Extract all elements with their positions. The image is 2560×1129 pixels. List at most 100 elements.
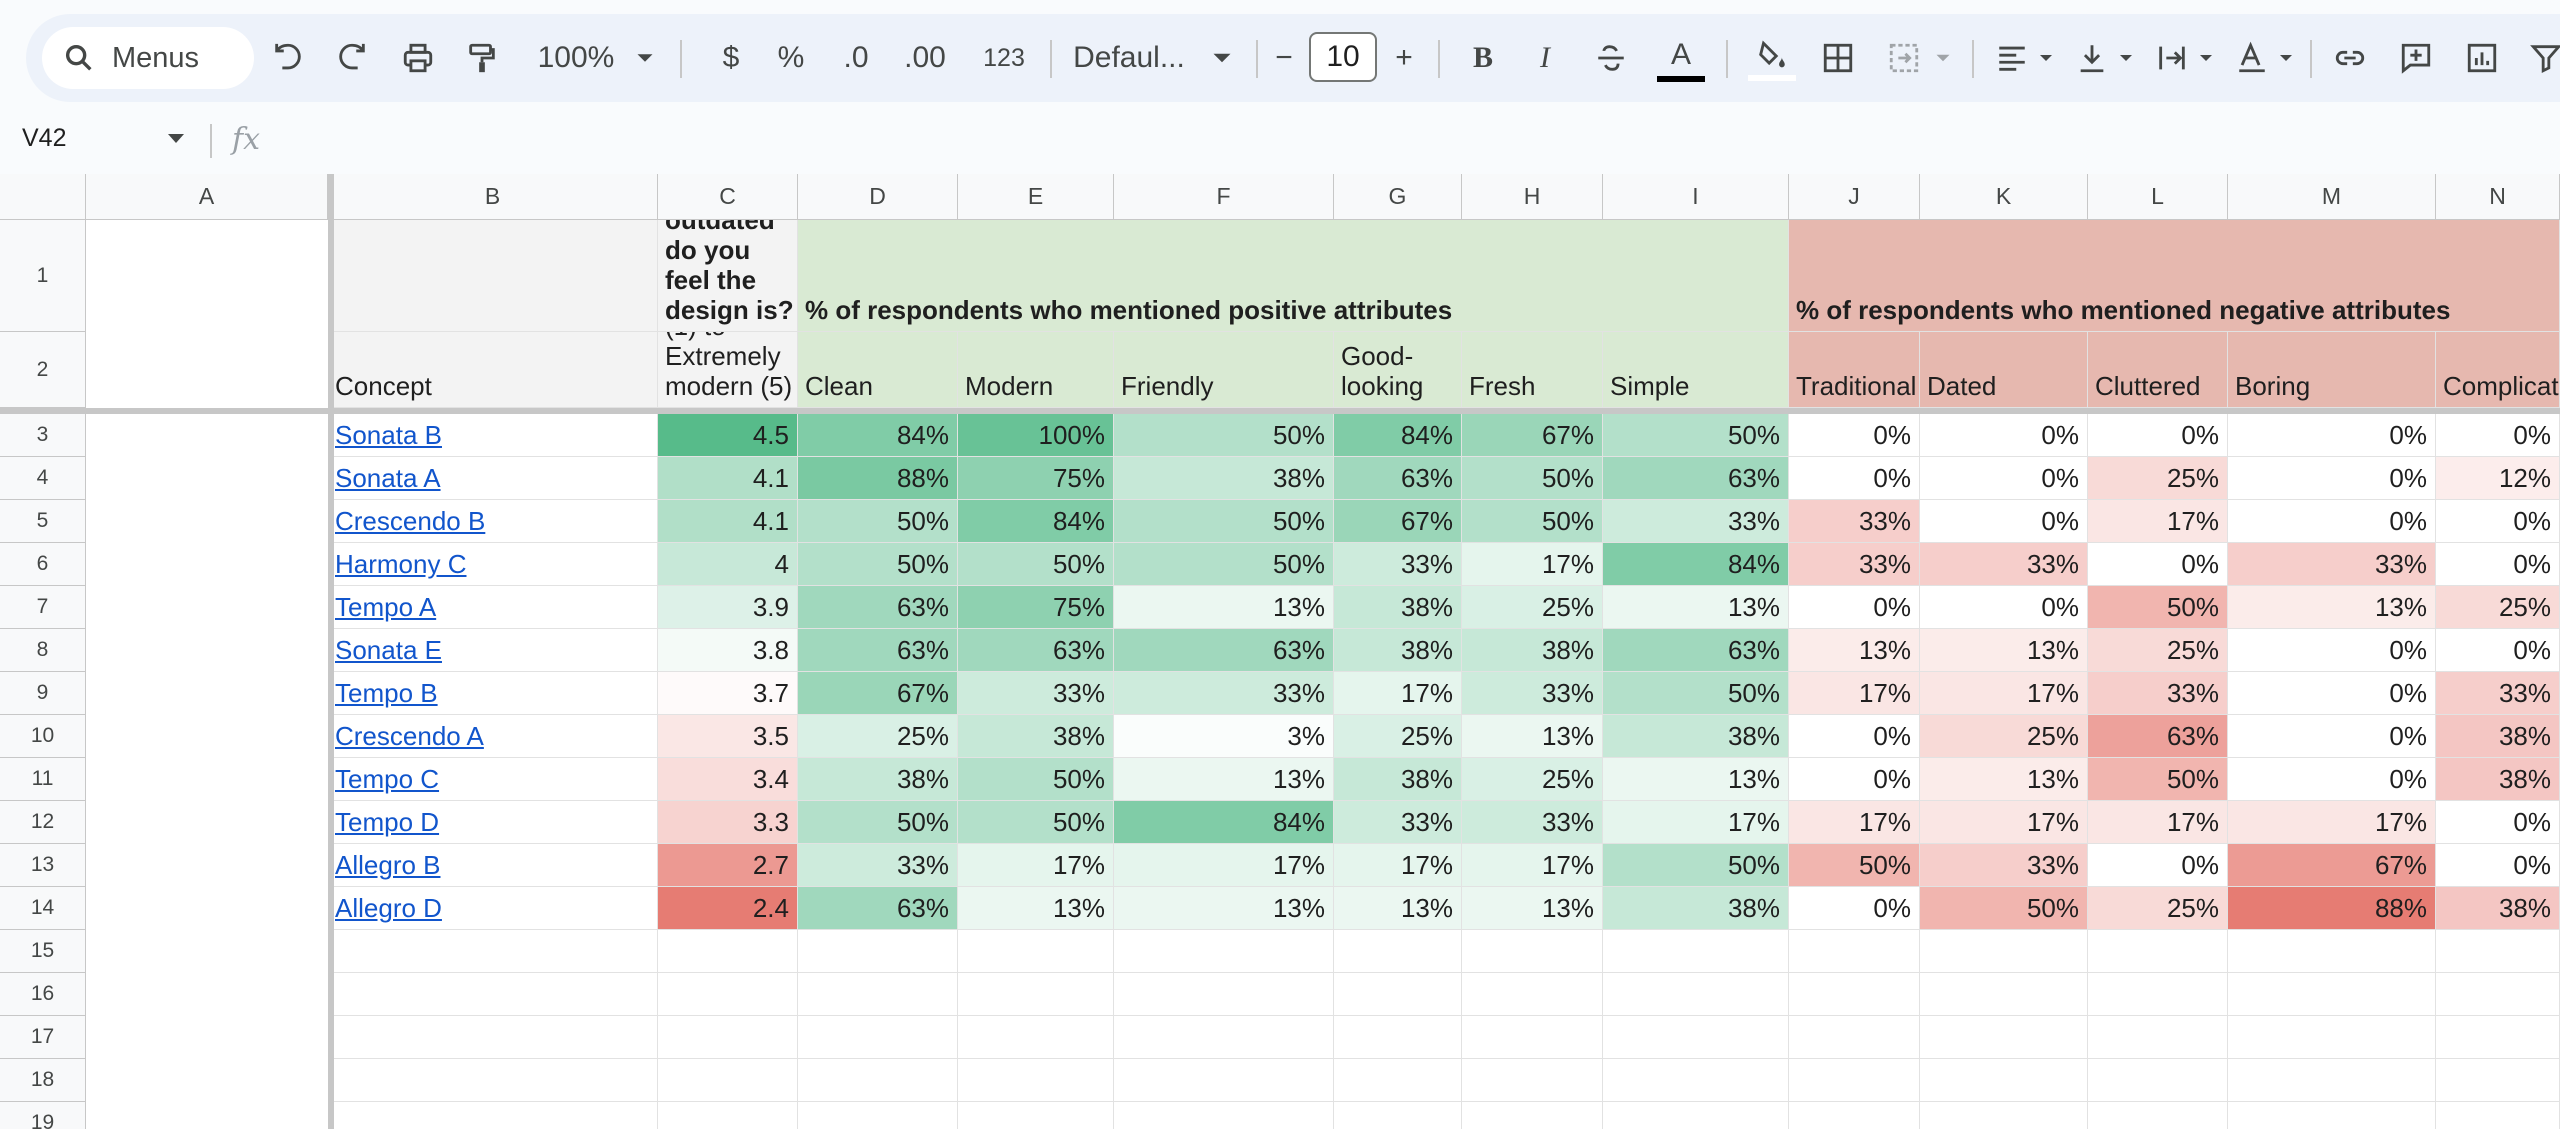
column-header-h[interactable]: H xyxy=(1462,174,1603,220)
empty-cell[interactable] xyxy=(2436,801,2560,844)
header-modern[interactable]: Modern xyxy=(958,332,1114,408)
value-cell[interactable]: 50% xyxy=(1114,500,1334,543)
value-cell[interactable]: 17% xyxy=(1462,543,1603,586)
menus-search[interactable]: Menus xyxy=(42,27,254,89)
value-cell[interactable]: 17% xyxy=(958,844,1114,887)
empty-cell[interactable] xyxy=(2436,844,2560,887)
empty-cell[interactable] xyxy=(2228,1059,2436,1102)
value-cell[interactable]: 0% xyxy=(2088,543,2228,586)
header-clean[interactable]: Clean xyxy=(798,332,958,408)
empty-cell[interactable] xyxy=(2436,1059,2560,1102)
column-header-c[interactable]: C xyxy=(658,174,798,220)
value-cell[interactable]: 0% xyxy=(2436,844,2560,887)
text-color-button[interactable]: A xyxy=(1654,14,1708,102)
empty-cell[interactable] xyxy=(1789,1102,1920,1129)
value-cell[interactable]: 33% xyxy=(1462,672,1603,715)
text-wrap-icon[interactable] xyxy=(2146,14,2198,102)
concept-link[interactable]: Sonata E xyxy=(328,629,658,672)
concept-link[interactable]: Harmony C xyxy=(328,543,658,586)
empty-cell[interactable] xyxy=(1789,930,1920,973)
value-cell[interactable]: 12% xyxy=(2436,457,2560,500)
value-cell[interactable]: 84% xyxy=(1603,543,1789,586)
empty-cell[interactable] xyxy=(1789,1016,1920,1059)
value-cell[interactable]: 13% xyxy=(1334,887,1462,930)
column-header-m[interactable]: M xyxy=(2228,174,2436,220)
align-chevron-down-icon[interactable] xyxy=(2034,14,2058,102)
value-cell[interactable]: 0% xyxy=(2088,844,2228,887)
value-cell[interactable]: 50% xyxy=(2088,586,2228,629)
value-cell[interactable]: 50% xyxy=(798,543,958,586)
empty-cell[interactable] xyxy=(1462,930,1603,973)
insert-chart-icon[interactable] xyxy=(2456,14,2508,102)
value-cell[interactable]: 63% xyxy=(798,586,958,629)
value-cell[interactable]: 13% xyxy=(1789,629,1920,672)
strikethrough-icon[interactable] xyxy=(1586,14,1636,102)
filter-icon[interactable] xyxy=(2520,14,2560,102)
value-cell[interactable]: 75% xyxy=(958,586,1114,629)
value-cell[interactable]: 25% xyxy=(1462,758,1603,801)
value-cell[interactable]: 38% xyxy=(1603,715,1789,758)
value-cell[interactable]: 0% xyxy=(1920,457,2088,500)
print-icon[interactable] xyxy=(392,14,444,102)
empty-cell[interactable] xyxy=(1114,1016,1334,1059)
bold-button[interactable]: B xyxy=(1458,14,1508,102)
value-cell[interactable]: 3% xyxy=(1114,715,1334,758)
value-cell[interactable]: 13% xyxy=(2228,586,2436,629)
empty-cell[interactable] xyxy=(1603,930,1789,973)
empty-cell[interactable] xyxy=(328,973,658,1016)
empty-cell[interactable] xyxy=(2436,973,2560,1016)
value-cell[interactable]: 33% xyxy=(1789,500,1920,543)
value-cell[interactable]: 38% xyxy=(1334,758,1462,801)
empty-cell[interactable] xyxy=(1334,930,1462,973)
score-cell[interactable]: 3.8 xyxy=(658,629,798,672)
paint-format-icon[interactable] xyxy=(456,14,508,102)
value-cell[interactable]: 17% xyxy=(1920,672,2088,715)
value-cell[interactable]: 33% xyxy=(958,672,1114,715)
empty-cell[interactable] xyxy=(1462,1016,1603,1059)
redo-icon[interactable] xyxy=(326,14,378,102)
value-cell[interactable]: 25% xyxy=(1334,715,1462,758)
value-cell[interactable]: 33% xyxy=(1920,844,2088,887)
value-cell[interactable]: 33% xyxy=(1462,801,1603,844)
concept-link[interactable]: Allegro B xyxy=(328,844,658,887)
empty-cell[interactable] xyxy=(2436,543,2560,586)
value-cell[interactable]: 63% xyxy=(1114,629,1334,672)
value-cell[interactable]: 50% xyxy=(1462,500,1603,543)
empty-cell[interactable] xyxy=(1603,1059,1789,1102)
value-cell[interactable]: 33% xyxy=(1334,543,1462,586)
value-cell[interactable]: 50% xyxy=(2088,758,2228,801)
row-header-19[interactable]: 19 xyxy=(0,1102,86,1129)
value-cell[interactable]: 63% xyxy=(2088,715,2228,758)
concept-link[interactable]: Allegro D xyxy=(328,887,658,930)
empty-cell[interactable] xyxy=(1920,1016,2088,1059)
align-left-icon[interactable] xyxy=(1986,14,2038,102)
header-positive-attributes[interactable]: % of respondents who mentioned positive … xyxy=(798,220,1789,332)
value-cell[interactable]: 0% xyxy=(2228,414,2436,457)
empty-cell[interactable] xyxy=(2436,220,2560,332)
empty-cell[interactable] xyxy=(958,973,1114,1016)
empty-cell[interactable] xyxy=(2436,586,2560,629)
value-cell[interactable]: 25% xyxy=(2088,457,2228,500)
concept-link[interactable]: Sonata B xyxy=(328,414,658,457)
empty-cell[interactable] xyxy=(1789,973,1920,1016)
empty-cell[interactable] xyxy=(1334,973,1462,1016)
empty-cell[interactable] xyxy=(2088,930,2228,973)
a1-cell[interactable] xyxy=(328,220,658,332)
value-cell[interactable]: 0% xyxy=(1789,715,1920,758)
value-cell[interactable]: 0% xyxy=(1789,758,1920,801)
fill-color-button[interactable] xyxy=(1744,14,1800,102)
empty-cell[interactable] xyxy=(2436,332,2560,408)
value-cell[interactable]: 25% xyxy=(1920,715,2088,758)
header-friendly[interactable]: Friendly xyxy=(1114,332,1334,408)
value-cell[interactable]: 38% xyxy=(2436,715,2560,758)
value-cell[interactable]: 38% xyxy=(1603,887,1789,930)
value-cell[interactable]: 88% xyxy=(2228,887,2436,930)
column-header-g[interactable]: G xyxy=(1334,174,1462,220)
empty-cell[interactable] xyxy=(1789,1059,1920,1102)
concept-link[interactable]: Crescendo B xyxy=(328,500,658,543)
value-cell[interactable]: 67% xyxy=(2228,844,2436,887)
value-cell[interactable]: 13% xyxy=(1114,586,1334,629)
increase-decimal-button[interactable]: .00 xyxy=(890,14,960,102)
value-cell[interactable]: 17% xyxy=(1789,801,1920,844)
value-cell[interactable]: 33% xyxy=(1114,672,1334,715)
